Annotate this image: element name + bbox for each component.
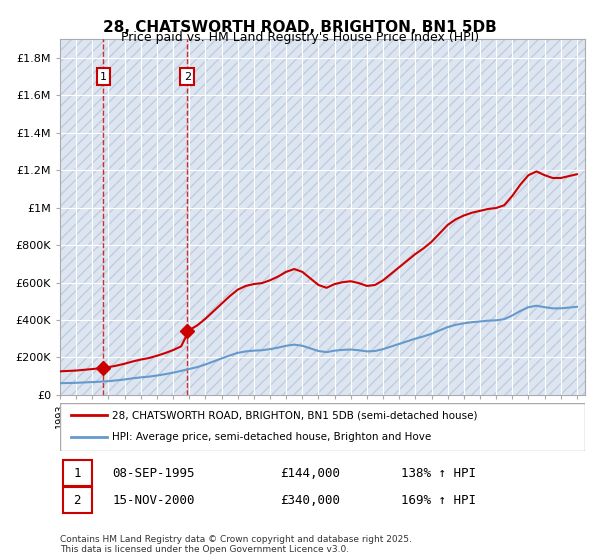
Text: 28, CHATSWORTH ROAD, BRIGHTON, BN1 5DB: 28, CHATSWORTH ROAD, BRIGHTON, BN1 5DB bbox=[103, 20, 497, 35]
Text: £340,000: £340,000 bbox=[281, 494, 341, 507]
Text: 2: 2 bbox=[184, 72, 191, 82]
Text: Contains HM Land Registry data © Crown copyright and database right 2025.
This d: Contains HM Land Registry data © Crown c… bbox=[60, 535, 412, 554]
Text: 28, CHATSWORTH ROAD, BRIGHTON, BN1 5DB (semi-detached house): 28, CHATSWORTH ROAD, BRIGHTON, BN1 5DB (… bbox=[113, 410, 478, 420]
Text: 15-NOV-2000: 15-NOV-2000 bbox=[113, 494, 195, 507]
FancyBboxPatch shape bbox=[60, 403, 585, 451]
Text: 08-SEP-1995: 08-SEP-1995 bbox=[113, 466, 195, 479]
Text: Price paid vs. HM Land Registry's House Price Index (HPI): Price paid vs. HM Land Registry's House … bbox=[121, 31, 479, 44]
Text: 1: 1 bbox=[100, 72, 107, 82]
Text: HPI: Average price, semi-detached house, Brighton and Hove: HPI: Average price, semi-detached house,… bbox=[113, 432, 432, 442]
Text: 2: 2 bbox=[73, 494, 80, 507]
FancyBboxPatch shape bbox=[62, 460, 91, 486]
Text: 169% ↑ HPI: 169% ↑ HPI bbox=[401, 494, 476, 507]
Text: 138% ↑ HPI: 138% ↑ HPI bbox=[401, 466, 476, 479]
Text: 1: 1 bbox=[73, 466, 80, 479]
Text: £144,000: £144,000 bbox=[281, 466, 341, 479]
FancyBboxPatch shape bbox=[62, 487, 91, 513]
